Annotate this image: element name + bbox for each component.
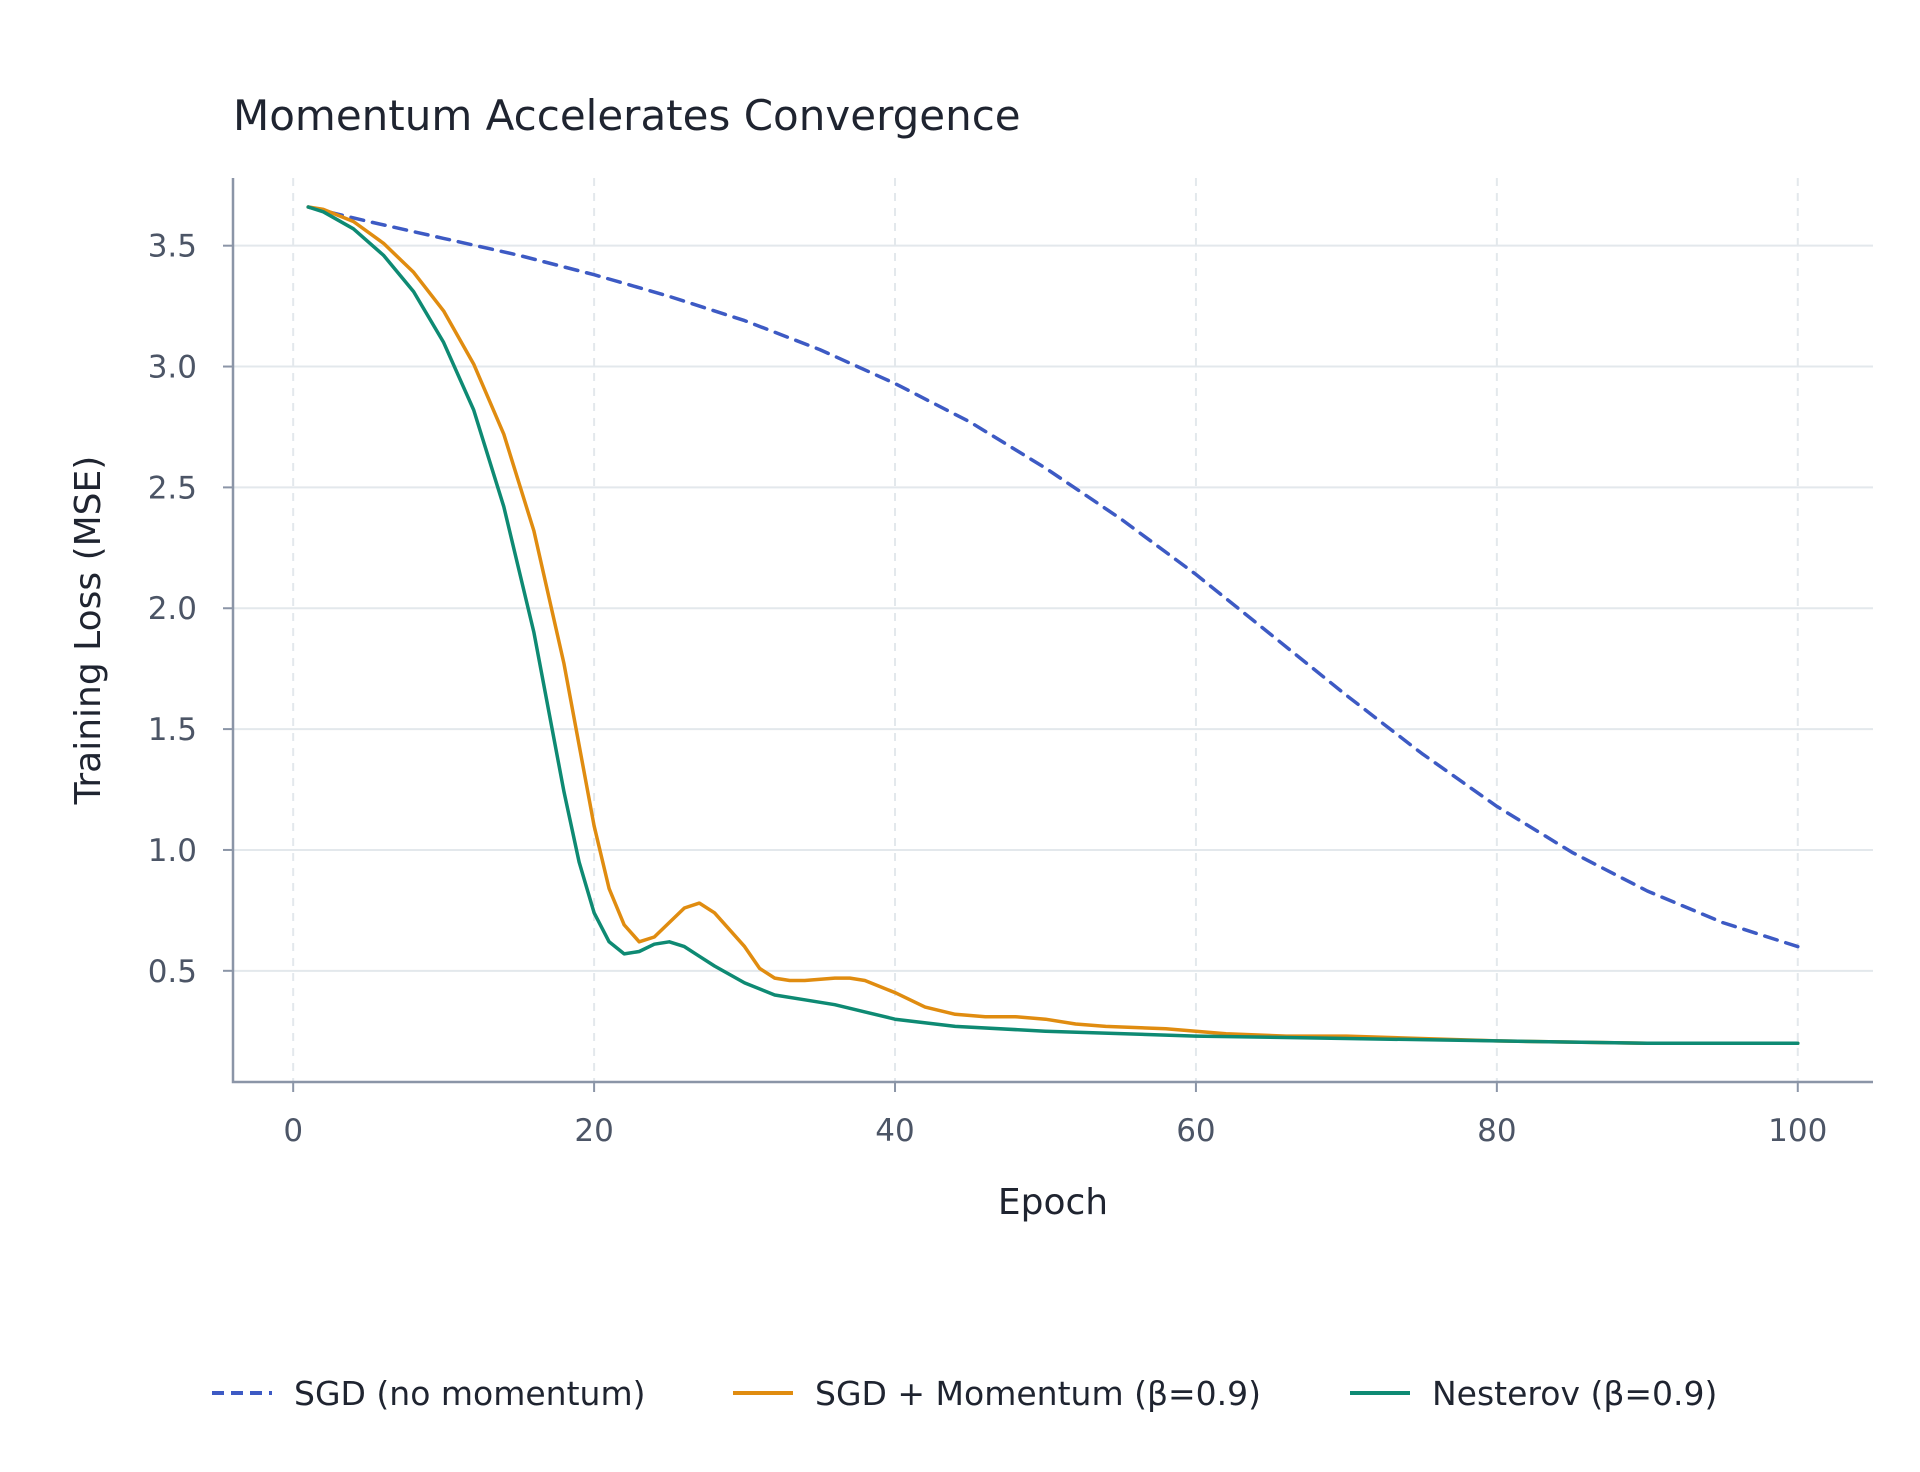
legend-label-2: Nesterov (β=0.9) xyxy=(1432,1374,1717,1413)
x-tick-label: 0 xyxy=(283,1113,303,1149)
series-lines xyxy=(306,205,1800,1046)
y-tick-label: 1.0 xyxy=(148,833,197,869)
axis-spines xyxy=(231,178,1873,1084)
y-tick-label: 2.0 xyxy=(148,591,197,627)
x-tick-label: 80 xyxy=(1477,1113,1516,1149)
series-line-2 xyxy=(306,205,1800,1046)
series-line-0 xyxy=(306,205,1800,949)
x-tick-label: 20 xyxy=(574,1113,613,1149)
grid xyxy=(233,178,1873,1082)
axes: 0.5 1.0 1.5 2.0 2.5 3.0 3.5 0 20 40 60 80 100 xyxy=(148,178,1873,1149)
x-tick-label: 40 xyxy=(875,1113,914,1149)
legend-label-1: SGD + Momentum (β=0.9) xyxy=(815,1374,1261,1413)
x-axis-label: Epoch xyxy=(998,1182,1108,1223)
y-axis-label: Training Loss (MSE) xyxy=(68,456,109,806)
y-tick-label: 1.5 xyxy=(148,712,197,748)
x-tick-label: 100 xyxy=(1768,1113,1827,1149)
series-line-1 xyxy=(306,205,1800,1046)
y-tick-label: 2.5 xyxy=(148,470,197,506)
chart-title: Momentum Accelerates Convergence xyxy=(233,91,1021,140)
y-tick-label: 3.0 xyxy=(148,350,197,386)
y-tick-label: 3.5 xyxy=(148,229,197,265)
y-tick-label: 0.5 xyxy=(148,954,197,990)
legend: SGD (no momentum) SGD + Momentum (β=0.9) N… xyxy=(212,1374,1717,1413)
x-tick-label: 60 xyxy=(1176,1113,1215,1149)
legend-label-0: SGD (no momentum) xyxy=(294,1374,645,1413)
